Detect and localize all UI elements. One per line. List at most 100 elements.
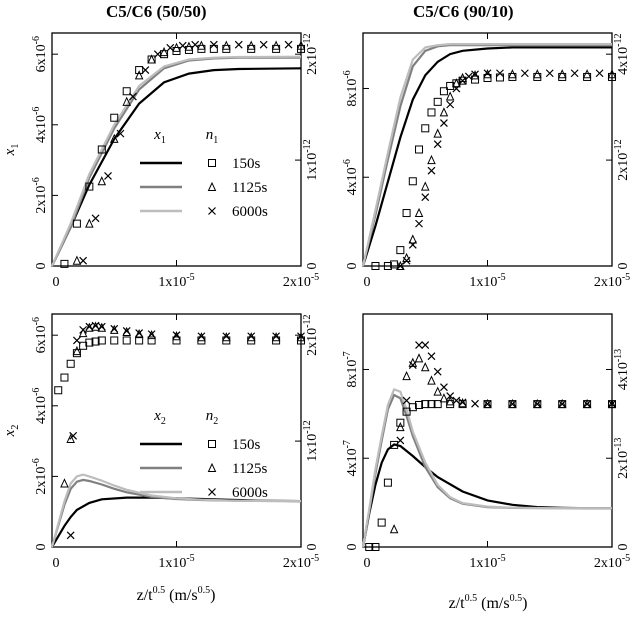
data-point [582,69,592,79]
x-tick-label: 1x10-5 [158,553,194,571]
x-axis-label-right: z/t0.5 (m/s0.5) [449,593,528,612]
data-point [427,400,436,409]
data-point [272,332,281,341]
data-point [110,113,119,122]
x-tick-label: 2x10-5 [594,272,630,290]
data-point [427,352,436,361]
data-point [184,41,194,51]
data-point [557,398,567,409]
x-tick-label: 2x10-5 [594,553,630,571]
y-tick-label-right: 0 [616,544,631,551]
series-markers-6000s [396,341,616,445]
y-tick-label-left: 2x10-6 [31,458,49,494]
data-point [147,54,156,64]
y-tick-label-left: 0 [345,263,360,270]
data-point [508,400,517,409]
legend-line-header: x2 [153,408,166,427]
x-tick-label: 2x10-5 [283,553,319,571]
data-point [483,69,492,78]
data-point [415,219,423,228]
series-markers-1125s [389,353,617,534]
data-point [420,362,430,372]
series-line-150s [51,67,302,267]
legend-marker-1125s [207,181,217,191]
data-point [415,145,424,154]
data-point [445,91,455,101]
data-point [439,393,449,403]
series-markers-150s [54,336,305,395]
data-point [396,246,405,255]
data-point [402,370,411,381]
data-point [197,332,206,342]
data-point [557,69,567,79]
data-point [433,367,442,376]
data-point [222,40,231,50]
data-point [79,325,88,334]
data-point [458,398,467,408]
y-tick-label-left: 4x10-6 [342,159,360,195]
data-point [122,326,131,337]
data-point [54,386,63,395]
data-point [408,403,417,412]
data-point [60,259,69,268]
y-tick-label-right: 2x10-12 [613,139,631,180]
legend-label-150s: 150s [232,437,261,453]
data-point [129,92,137,101]
data-point [607,69,617,79]
data-point [533,398,542,409]
y-tick-label-left: 0 [34,263,49,270]
data-point [421,400,430,409]
data-point [396,418,405,427]
data-point [458,398,467,407]
data-point [483,400,492,409]
x-axis-label-left: z/t0.5 (m/s0.5) [137,585,216,604]
legend: x2 n2 150s 1125s 6000s [140,408,268,501]
data-point [72,345,82,356]
data-point [595,69,604,78]
data-point [396,262,405,270]
data-point [533,69,542,79]
data-point [191,40,200,49]
data-point [222,332,231,341]
y-tick-label-right: 0 [305,263,320,270]
data-point [97,176,107,186]
data-point [421,341,430,349]
data-point [408,234,418,244]
y-tick-label-right: 1x10-12 [302,420,320,461]
data-point [389,524,399,534]
series-line-6000s [361,387,612,548]
legend: x1 n1 150s 1125s 6000s [140,127,268,220]
data-point [440,119,448,127]
data-point [197,332,206,341]
data-point [85,322,94,332]
data-point [122,336,131,345]
data-point [66,531,75,540]
data-point [91,214,100,223]
data-point [383,478,392,487]
series-markers-1125s [72,40,306,265]
data-point [415,400,424,409]
data-point [402,252,411,263]
data-point [97,145,106,154]
y-tick-label-left: 0 [345,544,360,551]
data-point [109,133,119,143]
data-point [147,336,156,345]
x-tick-label: 0 [53,556,60,571]
legend-marker-150s [208,159,216,167]
data-point [545,69,554,78]
data-point [172,42,181,52]
data-point [471,399,479,408]
legend-marker-header: n1 [206,127,219,146]
legend-line-header: x1 [153,127,166,146]
data-point [508,69,517,79]
data-point [415,341,423,349]
data-point [85,338,94,347]
data-point [396,421,405,432]
data-point [452,84,461,93]
data-point [414,207,424,218]
data-point [583,400,592,409]
data-point [122,87,131,96]
data-point [247,332,256,341]
legend-marker-header: n2 [206,408,219,427]
data-point [439,87,448,96]
